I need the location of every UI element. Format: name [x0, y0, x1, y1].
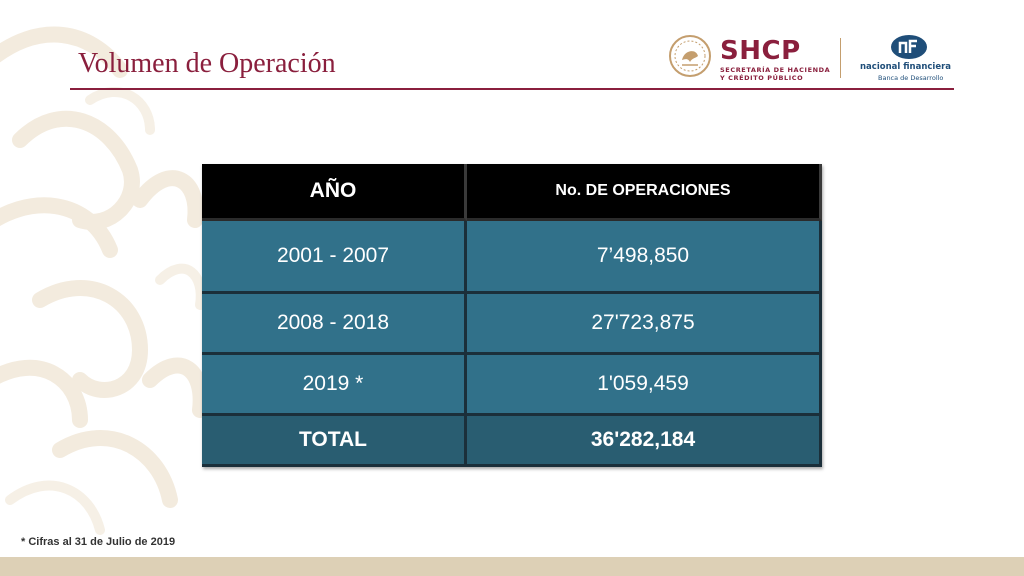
table-header-row: AÑO No. DE OPERACIONES	[202, 164, 822, 221]
footnote: * Cifras al 31 de Julio de 2019	[21, 536, 176, 548]
year-cell: 2019 *	[202, 355, 467, 416]
operations-cell: 1'059,459	[467, 355, 822, 416]
total-label: TOTAL	[202, 416, 467, 467]
year-cell: 2008 - 2018	[202, 294, 467, 355]
bottom-band	[0, 557, 1024, 576]
nafin-logo: nacional financiera Banca de Desarrollo	[858, 34, 962, 84]
shcp-subtitle-line1: SECRETARÍA DE HACIENDA	[720, 66, 831, 74]
operations-table: AÑO No. DE OPERACIONES 2001 - 2007 7’498…	[202, 164, 822, 467]
table-row: 2008 - 2018 27'723,875	[202, 294, 822, 355]
header-operations: No. DE OPERACIONES	[467, 164, 822, 221]
table-row: 2019 * 1'059,459	[202, 355, 822, 416]
table-row: 2001 - 2007 7’498,850	[202, 221, 822, 294]
operations-cell: 7’498,850	[467, 221, 822, 294]
nafin-subtitle: Banca de Desarrollo	[878, 74, 944, 82]
slide-title: Volumen de Operación	[78, 48, 336, 79]
shcp-logo: SHCP SECRETARÍA DE HACIENDA Y CRÉDITO PÚ…	[668, 34, 830, 84]
total-value: 36'282,184	[467, 416, 822, 467]
header-year: AÑO	[202, 164, 467, 221]
mexican-eagle-seal-icon	[669, 35, 711, 77]
logo-divider	[840, 38, 841, 78]
total-row: TOTAL 36'282,184	[202, 416, 822, 467]
nafin-name: nacional financiera	[860, 62, 952, 72]
shcp-subtitle: SECRETARÍA DE HACIENDA Y CRÉDITO PÚBLICO	[720, 66, 830, 82]
nafin-mark-icon	[891, 35, 927, 59]
title-underline	[70, 88, 954, 90]
shcp-name: SHCP	[720, 36, 801, 66]
year-cell: 2001 - 2007	[202, 221, 467, 294]
operations-cell: 27'723,875	[467, 294, 822, 355]
shcp-subtitle-line2: Y CRÉDITO PÚBLICO	[720, 74, 804, 82]
